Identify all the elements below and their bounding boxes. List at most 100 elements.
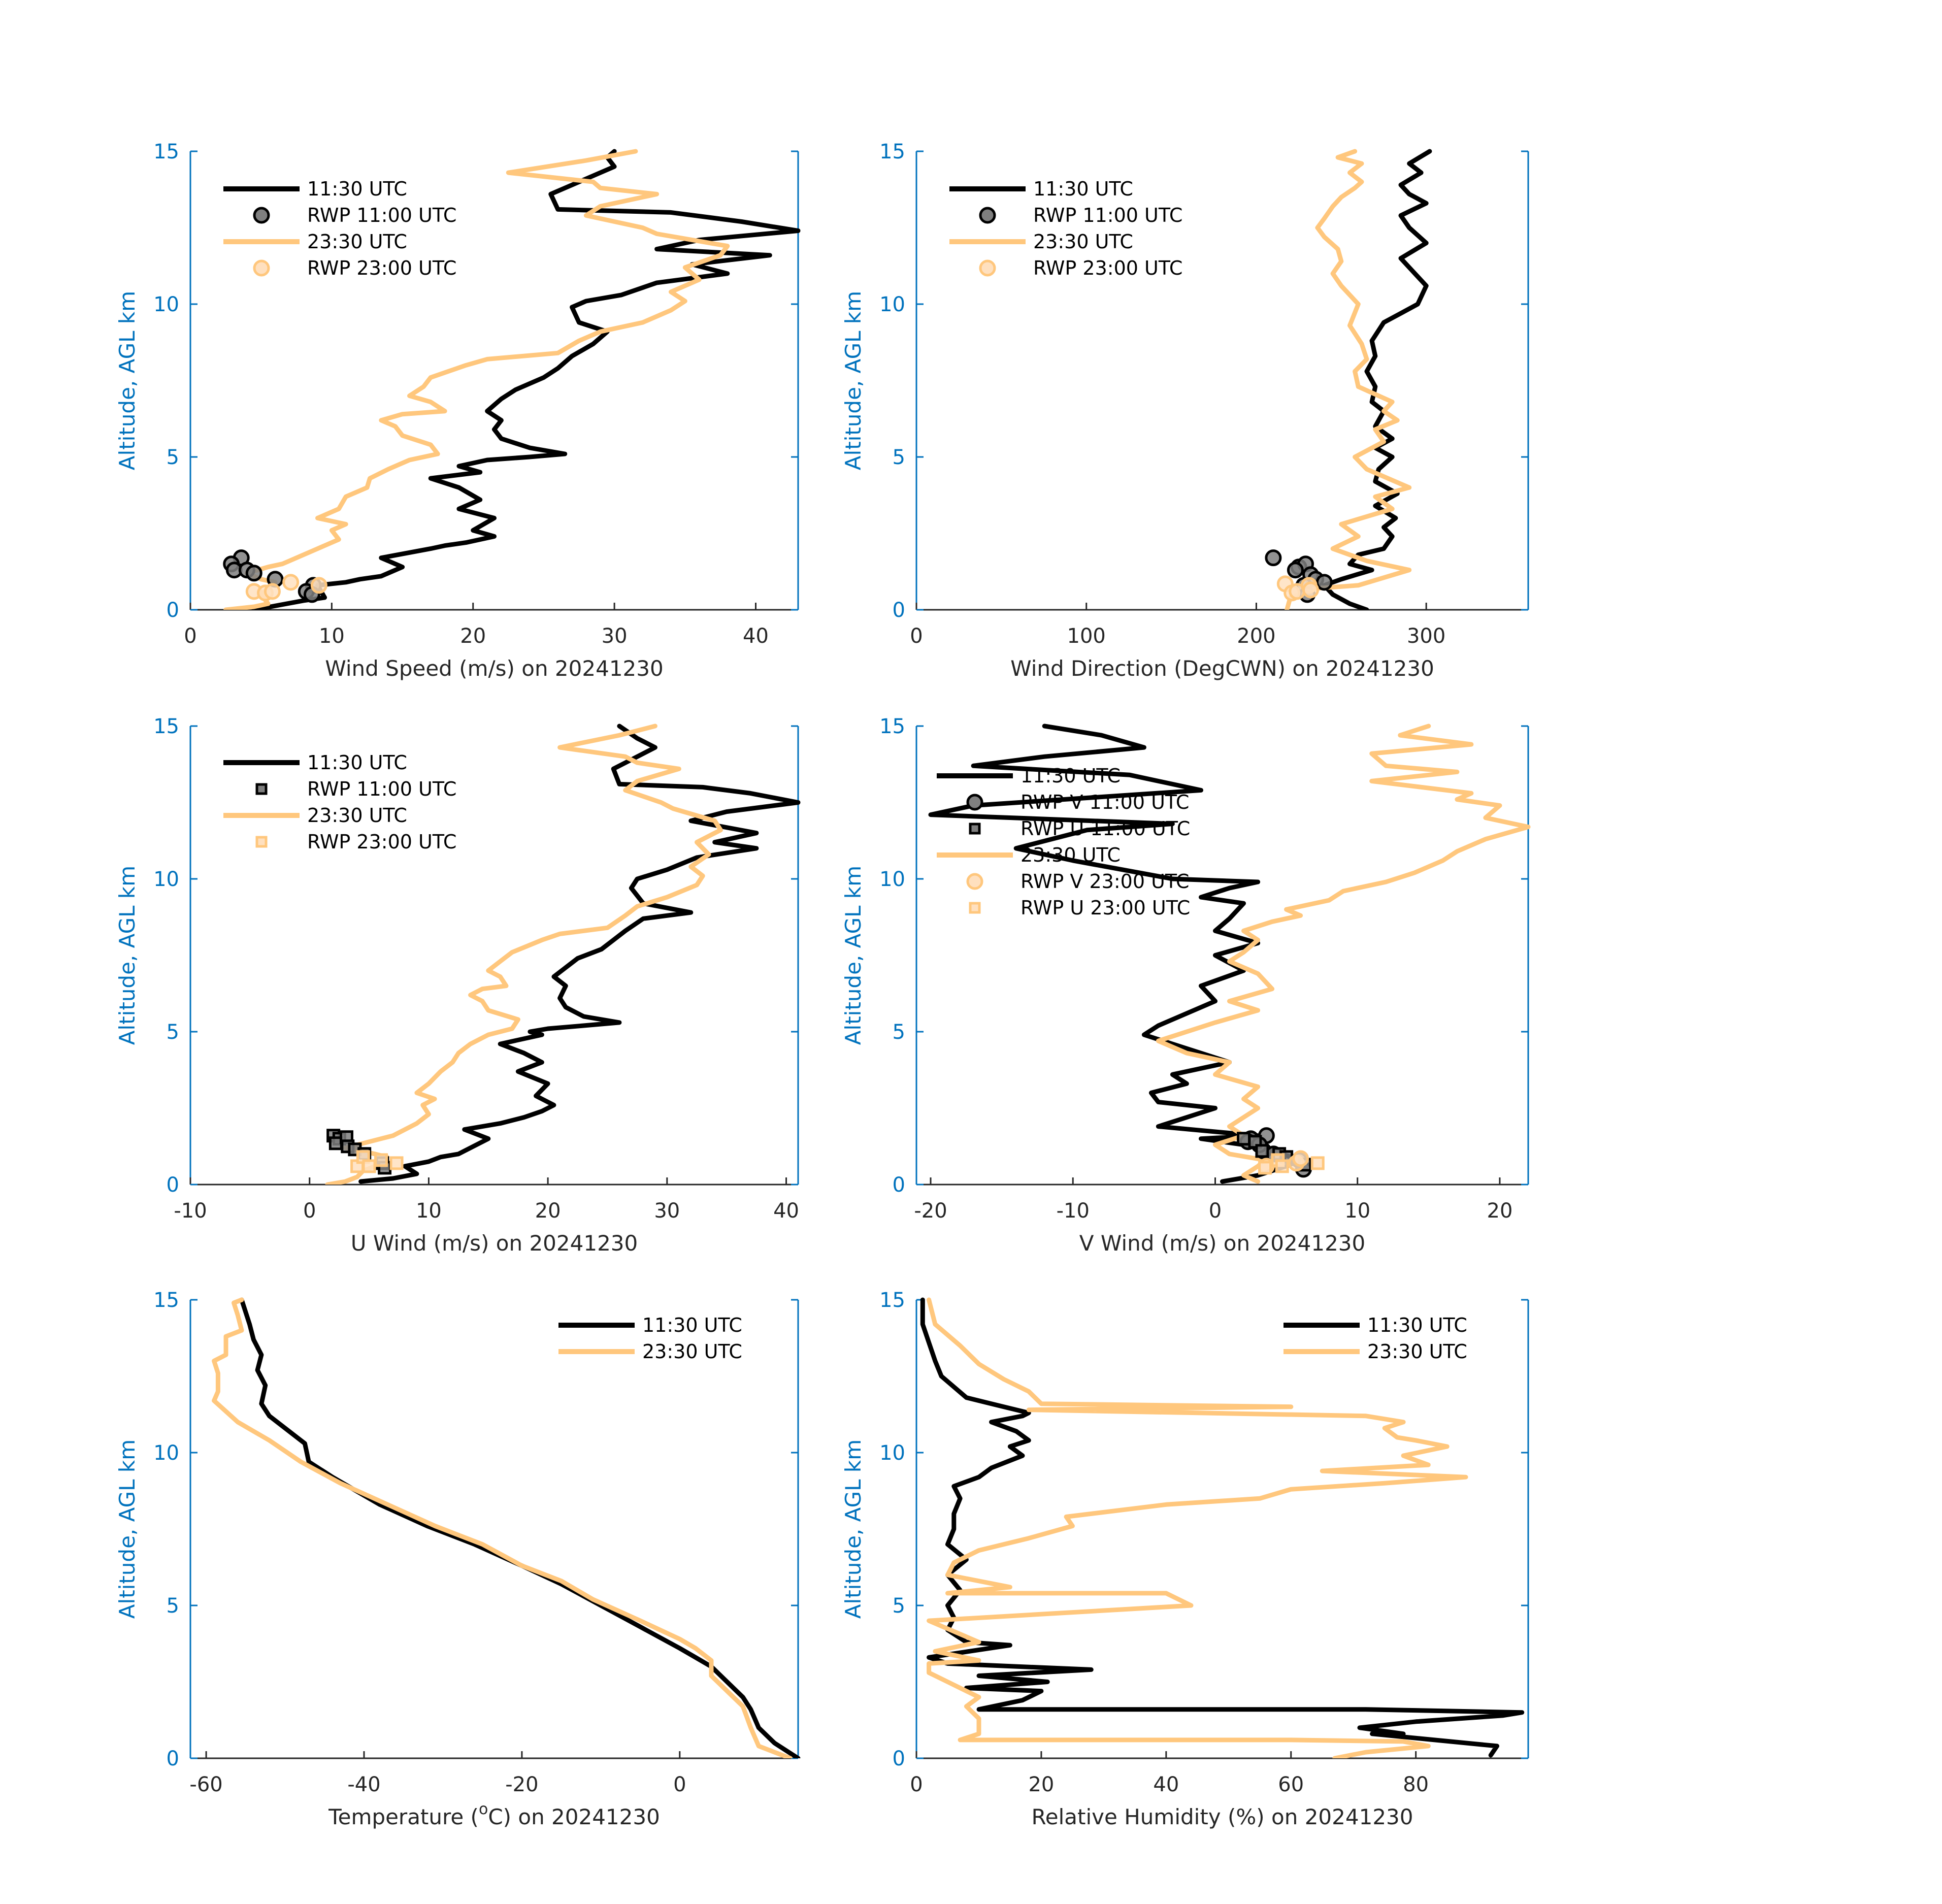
x-tick-label: 10: [416, 1199, 442, 1223]
x-tick-label: -10: [174, 1199, 207, 1223]
x-tick-label: -60: [189, 1773, 222, 1796]
legend-swatch-rwp-11-00-utc: [979, 207, 996, 224]
y-tick-label: 15: [153, 715, 179, 738]
y-tick-label: 10: [879, 1441, 905, 1465]
series-line-23-30-utc: [1156, 724, 1531, 1184]
series-line-11-30-utc: [928, 724, 1303, 1184]
legend-entry-label: 23:30 UTC: [1033, 231, 1133, 253]
y-tick-label: 10: [153, 868, 179, 891]
legend-entry-label: RWP U 23:00 UTC: [1021, 897, 1190, 919]
y-tick-label: 0: [167, 1173, 179, 1197]
y-tick-label: 0: [893, 1747, 905, 1770]
y-tick-label: 10: [879, 868, 905, 891]
data-point-rwp-u-23-00-utc: [1275, 1159, 1289, 1173]
legend-swatch-rwp-11-00-utc: [255, 783, 268, 795]
data-point-rwp-u-23-00-utc: [1310, 1156, 1325, 1170]
data-point-rwp-23-00-utc: [282, 574, 300, 591]
legend-swatch-rwp-u-11-00-utc: [969, 823, 981, 835]
legend-entry-label: 11:30 UTC: [1021, 765, 1121, 787]
series-line-23-30-utc: [212, 1297, 793, 1758]
panel-temperature: -60 -40 -20 0 0 5 10 15 Temperature (oC) on 2024…: [115, 1289, 801, 1829]
x-tick-label: 0: [184, 625, 196, 648]
legend-swatch-rwp-23-00-utc: [979, 259, 996, 277]
x-tick-label: 30: [654, 1199, 680, 1223]
x-axis-label: Wind Direction (DegCWN) on 20241230: [1010, 656, 1434, 681]
x-tick-label: 60: [1278, 1773, 1304, 1796]
data-point-rwp-23-00-utc: [1302, 581, 1320, 599]
legend-entry-label: 23:30 UTC: [307, 804, 407, 827]
x-tick-label: 20: [1028, 1773, 1054, 1796]
data-point-rwp-u-23-00-utc: [1258, 1161, 1272, 1175]
x-tick-label: 0: [910, 1773, 923, 1796]
x-axis-label: Relative Humidity (%) on 20241230: [1032, 1804, 1413, 1829]
plot-area: [325, 724, 801, 1185]
data-point-rwp-11-00-utc: [1315, 574, 1333, 591]
legend-entry-label: 11:30 UTC: [307, 178, 407, 200]
x-tick-label: -20: [505, 1773, 538, 1796]
x-tick-label: 80: [1403, 1773, 1429, 1796]
y-tick-label: 0: [893, 1173, 905, 1197]
data-point-rwp-u-11-00-utc: [1237, 1132, 1251, 1146]
x-tick-label: 200: [1237, 625, 1275, 648]
y-axis-label: Altitude, AGL km: [841, 866, 866, 1045]
y-tick-label: 5: [167, 1594, 179, 1618]
x-axis-label-superscript: o: [479, 1800, 488, 1818]
legend-entry-label: 11:30 UTC: [1033, 178, 1133, 200]
x-axis-label: Temperature (oC) on 20241230: [328, 1800, 660, 1829]
y-tick-label: 5: [167, 446, 179, 469]
legend-entry-label: 23:30 UTC: [307, 231, 407, 253]
data-point-rwp-11-00-utc: [1287, 562, 1304, 579]
x-tick-label: 10: [1344, 1199, 1370, 1223]
x-tick-label: 0: [673, 1773, 686, 1796]
panel-wind-speed: 0 10 20 30 40 0 5 10 15 Wind Speed (m/s) on 20241…: [115, 140, 801, 681]
y-tick-label: 10: [153, 1441, 179, 1465]
series-line-11-30-utc: [920, 1297, 1525, 1758]
legend-entry-label: 11:30 UTC: [642, 1314, 742, 1336]
x-tick-label: -40: [347, 1773, 380, 1796]
data-point-rwp-23-00-utc: [389, 1156, 404, 1170]
plot-area: [1265, 149, 1432, 610]
panel-v-wind: -20 -10 0 10 20 0 5 10 15 V Wind (m/s) on 2024123…: [841, 715, 1531, 1256]
plot-area: [928, 724, 1531, 1184]
legend-entry-label: RWP 11:00 UTC: [1033, 204, 1182, 226]
data-point-rwp-v-23-00-utc: [1292, 1150, 1309, 1167]
y-tick-label: 15: [153, 140, 179, 163]
y-tick-label: 5: [893, 1021, 905, 1044]
y-axis-label: Altitude, AGL km: [115, 291, 140, 470]
y-tick-label: 5: [893, 1594, 905, 1618]
x-axis-label: V Wind (m/s) on 20241230: [1079, 1231, 1366, 1256]
y-axis-label: Altitude, AGL km: [115, 1439, 140, 1619]
series-line-11-30-utc: [239, 1297, 801, 1758]
x-tick-label: 300: [1407, 625, 1445, 648]
x-axis-label: U Wind (m/s) on 20241230: [351, 1231, 638, 1256]
x-axis-label: Wind Speed (m/s) on 20241230: [325, 656, 663, 681]
x-tick-label: 20: [1487, 1199, 1513, 1223]
y-axis-label: Altitude, AGL km: [841, 1439, 866, 1619]
legend: 11:30 UTC RWP 11:00 UTC 23:30 UTC RWP 23:00…: [223, 751, 456, 853]
y-tick-label: 10: [153, 293, 179, 316]
x-tick-label: 0: [910, 625, 923, 648]
y-tick-label: 15: [879, 1289, 905, 1312]
panel-relative-humidity: 0 20 40 60 80 0 5 10 15 Relative Humidity (%) on …: [841, 1289, 1529, 1829]
x-tick-label: -10: [1057, 1199, 1090, 1223]
x-tick-label: 40: [1153, 1773, 1179, 1796]
legend-swatch-rwp-v-11-00-utc: [966, 794, 983, 811]
x-tick-label: 10: [319, 625, 345, 648]
legend: 11:30 UTC RWP 11:00 UTC 23:30 UTC RWP 23:00…: [223, 178, 456, 279]
y-tick-label: 15: [879, 140, 905, 163]
legend-entry-label: 23:30 UTC: [642, 1340, 742, 1363]
panel-wind-direction: 0 100 200 300 0 5 10 15 Wind Direction (DegCWN) …: [841, 140, 1529, 681]
x-tick-label: 40: [773, 1199, 799, 1223]
legend-swatch-rwp-23-00-utc: [253, 259, 270, 277]
x-tick-label: 40: [743, 625, 769, 648]
legend-entry-label: 11:30 UTC: [307, 751, 407, 774]
y-tick-label: 5: [893, 446, 905, 469]
series-line-11-30-utc: [251, 149, 801, 610]
data-point-rwp-23-00-utc: [310, 577, 327, 594]
data-point-rwp-u-11-00-utc: [1255, 1144, 1269, 1158]
x-tick-label: 0: [1209, 1199, 1222, 1223]
data-point-rwp-23-00-utc: [264, 583, 281, 600]
